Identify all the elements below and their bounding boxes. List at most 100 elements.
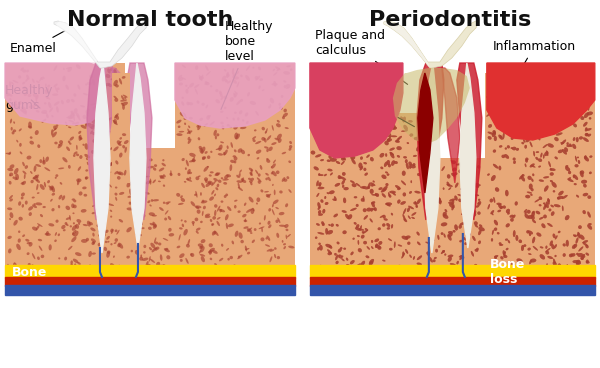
Ellipse shape (524, 209, 527, 212)
Polygon shape (384, 21, 478, 68)
Ellipse shape (561, 139, 566, 145)
Ellipse shape (250, 182, 253, 185)
Polygon shape (310, 265, 595, 278)
Ellipse shape (224, 149, 228, 155)
Ellipse shape (180, 112, 186, 117)
Ellipse shape (98, 234, 101, 237)
Ellipse shape (512, 104, 515, 109)
Ellipse shape (95, 171, 97, 174)
Ellipse shape (530, 163, 535, 167)
Ellipse shape (76, 178, 82, 182)
Ellipse shape (583, 240, 588, 243)
Ellipse shape (114, 113, 119, 118)
Ellipse shape (209, 174, 212, 177)
Ellipse shape (455, 183, 458, 188)
Ellipse shape (523, 121, 528, 123)
Ellipse shape (397, 188, 400, 190)
Ellipse shape (32, 253, 35, 259)
Ellipse shape (573, 175, 575, 178)
Ellipse shape (520, 88, 523, 90)
Ellipse shape (225, 214, 229, 220)
Ellipse shape (526, 137, 530, 142)
Ellipse shape (329, 118, 334, 121)
Ellipse shape (251, 178, 254, 181)
Ellipse shape (256, 197, 260, 202)
Ellipse shape (518, 240, 522, 243)
Ellipse shape (245, 248, 250, 250)
Ellipse shape (283, 246, 286, 249)
Ellipse shape (389, 134, 391, 139)
Ellipse shape (22, 204, 24, 208)
Ellipse shape (397, 265, 402, 269)
Ellipse shape (85, 84, 88, 86)
Ellipse shape (346, 258, 348, 261)
Ellipse shape (547, 265, 550, 268)
Ellipse shape (355, 227, 361, 231)
Ellipse shape (547, 198, 550, 205)
Ellipse shape (318, 210, 321, 214)
Ellipse shape (85, 143, 88, 150)
Ellipse shape (179, 234, 181, 241)
Ellipse shape (349, 145, 352, 148)
Ellipse shape (569, 144, 572, 147)
Ellipse shape (70, 137, 74, 141)
Ellipse shape (578, 160, 580, 164)
Ellipse shape (257, 268, 259, 270)
Ellipse shape (401, 130, 408, 132)
Ellipse shape (577, 157, 579, 158)
Ellipse shape (370, 189, 374, 194)
Ellipse shape (329, 118, 334, 121)
Ellipse shape (497, 210, 501, 212)
Ellipse shape (565, 167, 570, 171)
Ellipse shape (415, 201, 418, 208)
Ellipse shape (179, 227, 182, 230)
Ellipse shape (250, 169, 253, 176)
Ellipse shape (589, 117, 592, 120)
Ellipse shape (83, 115, 86, 119)
Ellipse shape (217, 184, 219, 187)
Ellipse shape (124, 147, 127, 153)
Ellipse shape (29, 141, 34, 145)
Ellipse shape (382, 174, 386, 179)
Ellipse shape (543, 205, 547, 210)
Ellipse shape (373, 266, 377, 268)
Ellipse shape (210, 171, 214, 173)
Ellipse shape (364, 135, 367, 138)
Ellipse shape (110, 68, 113, 71)
Ellipse shape (132, 197, 137, 201)
Ellipse shape (185, 167, 187, 170)
Ellipse shape (107, 241, 109, 243)
Ellipse shape (554, 244, 557, 248)
Ellipse shape (498, 204, 502, 209)
Ellipse shape (335, 183, 340, 187)
Ellipse shape (328, 150, 332, 153)
Ellipse shape (281, 177, 285, 182)
Ellipse shape (320, 114, 324, 118)
Ellipse shape (274, 254, 276, 258)
Ellipse shape (256, 266, 259, 270)
Ellipse shape (495, 187, 499, 192)
Ellipse shape (313, 131, 317, 134)
Ellipse shape (186, 244, 190, 248)
Ellipse shape (28, 94, 31, 97)
Ellipse shape (319, 184, 321, 187)
Ellipse shape (371, 240, 373, 243)
Ellipse shape (503, 132, 505, 139)
Ellipse shape (532, 211, 534, 214)
Ellipse shape (460, 162, 463, 164)
Ellipse shape (70, 113, 74, 119)
Ellipse shape (122, 133, 126, 136)
Ellipse shape (359, 124, 362, 128)
Ellipse shape (527, 248, 531, 251)
Ellipse shape (461, 191, 464, 194)
Ellipse shape (341, 150, 343, 155)
Ellipse shape (24, 174, 26, 179)
Ellipse shape (459, 255, 463, 257)
Ellipse shape (133, 198, 136, 201)
Ellipse shape (583, 122, 587, 127)
Ellipse shape (92, 205, 95, 207)
Ellipse shape (499, 242, 502, 245)
Ellipse shape (319, 182, 322, 186)
Ellipse shape (385, 202, 392, 205)
Ellipse shape (476, 183, 479, 185)
